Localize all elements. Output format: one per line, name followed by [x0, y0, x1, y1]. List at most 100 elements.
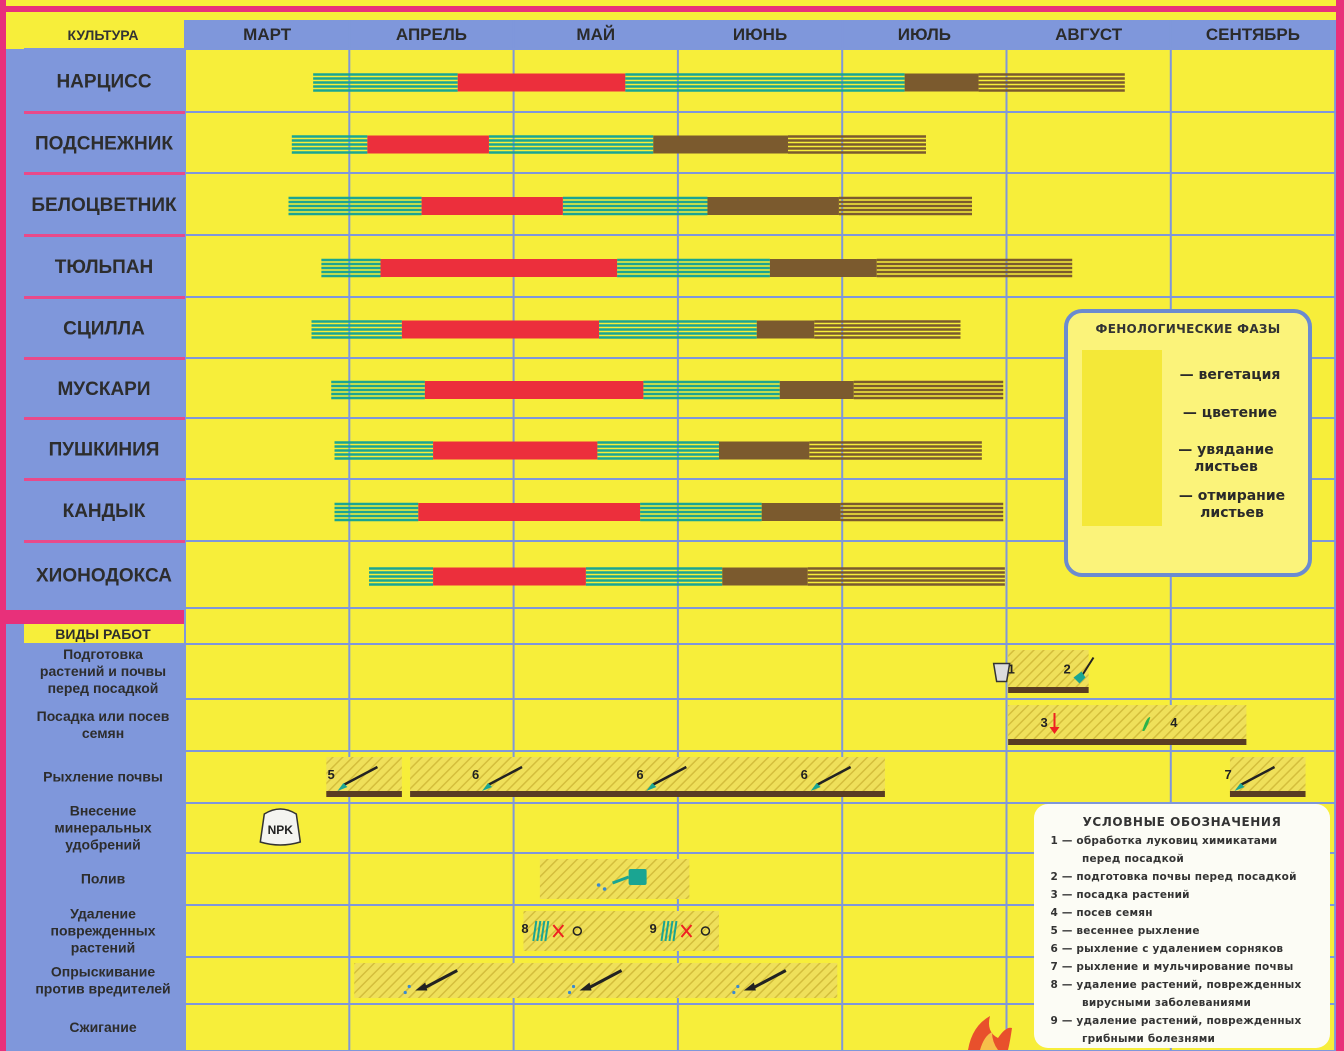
label-gap-3 — [24, 296, 185, 299]
phase-wilting-8-3 — [722, 567, 808, 586]
marker-number: 6 — [636, 767, 643, 782]
marker-number: 7 — [1225, 767, 1232, 782]
wilting-bar — [653, 135, 788, 154]
flowering-bar — [380, 259, 618, 277]
hoe-icon-6: 6 — [636, 765, 687, 791]
scissors-ring — [700, 926, 711, 936]
water-drop — [596, 883, 601, 887]
legend-swatch-background — [1082, 350, 1162, 526]
flowering-bar — [421, 197, 563, 215]
phase-flowering-1-1 — [367, 135, 489, 154]
legend-label-flowering: — цветение — [1182, 405, 1278, 421]
key-item-number: 2 — [1050, 871, 1058, 883]
arrow-head — [1049, 727, 1060, 734]
seedling-leaf — [1142, 717, 1151, 731]
phase-dying-7-4 — [840, 502, 1004, 522]
work-label-7: Сжигание — [69, 1019, 136, 1035]
key-item-continuation: вирусными заболеваниями — [1082, 997, 1252, 1009]
hoe-handle — [1239, 765, 1276, 787]
phase-dying-6-4 — [809, 441, 982, 460]
plant-stem — [532, 920, 538, 942]
work-label-line: удобрений — [65, 837, 141, 853]
flowering-bar — [433, 441, 598, 460]
hoe-blade — [337, 783, 348, 791]
symbols-key — [1034, 804, 1330, 1048]
phase-wilting-0-3 — [904, 73, 979, 92]
key-item-number: 6 — [1050, 943, 1058, 955]
plant-stem — [660, 920, 666, 942]
wilting-bar — [756, 320, 815, 339]
top-pink-edge — [6, 6, 1336, 12]
work-label-line: Сжигание — [69, 1019, 136, 1035]
phase-vegetation-2-0 — [288, 196, 422, 216]
key-item-number: 4 — [1050, 907, 1058, 919]
phase-row-7 — [334, 502, 1004, 522]
month-label-1: АПРЕЛЬ — [396, 25, 467, 44]
hoe-icon-4: 5 — [327, 765, 379, 791]
phase-row-8 — [369, 567, 1005, 586]
phase-dying-4-4 — [814, 320, 961, 339]
phase-vegetation-4-2 — [599, 320, 757, 339]
key-item-text: — удаление растений, поврежденных — [1058, 979, 1302, 991]
work-label-line: Внесение — [70, 803, 137, 819]
key-item-number: 5 — [1050, 925, 1058, 937]
work-band-4 — [1229, 757, 1306, 797]
work-label-line: Рыхление почвы — [43, 769, 163, 785]
legend-title: ФЕНОЛОГИЧЕСКИЕ ФАЗЫ — [1095, 322, 1281, 336]
legend-label-dying: — отмирание листьев — [1178, 488, 1286, 521]
phase-wilting-1-3 — [653, 135, 788, 154]
key-item-text: — рыхление с удалением сорняков — [1058, 943, 1284, 955]
plant-stem — [668, 920, 674, 942]
crop-label-0: НАРЦИСС — [56, 72, 151, 93]
month-label-2: МАЙ — [576, 25, 615, 44]
hoe-icon-5: 6 — [472, 765, 523, 791]
label-gap-0 — [24, 111, 185, 114]
wilting-bar — [722, 567, 808, 586]
spray-drop — [571, 984, 576, 989]
crop-label-5: МУСКАРИ — [57, 379, 150, 400]
phase-vegetation-0-0 — [313, 73, 458, 92]
works-title-cell — [24, 624, 185, 644]
planting-arrow-icon-2: 3 — [1041, 713, 1060, 734]
phase-flowering-5-1 — [424, 381, 644, 399]
hoe-handle — [816, 765, 852, 787]
work-label-line: минеральных — [54, 820, 151, 836]
month-label-5: АВГУСТ — [1055, 25, 1123, 44]
key-item-text: — удаление растений, поврежденных — [1058, 1015, 1302, 1027]
plant-stem — [540, 920, 546, 942]
sprayer-nozzle — [579, 982, 592, 991]
key-item-2: 2 — подготовка почвы перед посадкой — [1044, 868, 1324, 886]
work-band-1 — [1008, 705, 1247, 745]
spray-drop — [407, 984, 411, 989]
soil-strip-3 — [410, 791, 885, 797]
hoe-blade — [646, 783, 657, 791]
wilting-bar — [761, 503, 841, 521]
label-gap-2 — [24, 234, 185, 237]
soil-strip-4 — [1229, 791, 1306, 797]
phase-wilting-3-3 — [769, 259, 877, 277]
month-label-6: СЕНТЯБРЬ — [1206, 25, 1300, 44]
plant-stem — [672, 920, 678, 942]
sprayer-handle — [586, 969, 623, 990]
key-item-text: — посадка растений — [1058, 889, 1190, 901]
hoe-blade — [1234, 783, 1245, 791]
phase-vegetation-4-0 — [311, 320, 402, 339]
marker-number: 3 — [1041, 715, 1048, 730]
work-label-line: Опрыскивание — [51, 964, 156, 980]
key-item-9: 9 — удаление растений, поврежденных грибн… — [1044, 1012, 1324, 1048]
key-item-text: — подготовка почвы перед посадкой — [1058, 871, 1297, 883]
key-item-number: 9 — [1050, 1015, 1058, 1027]
spray-drop — [732, 990, 736, 995]
marker-number: 8 — [521, 921, 528, 936]
spray-drop — [567, 990, 572, 995]
fertilizer-bag-icon: NPK — [259, 808, 302, 846]
sprayer-handle — [751, 969, 787, 990]
key-item-8: 8 — удаление растений, поврежденных вирус… — [1044, 976, 1324, 1012]
work-band-5 — [539, 859, 690, 899]
key-item-1: 1 — обработка луковиц химикатами перед по… — [1044, 832, 1324, 868]
scissors-ring — [572, 926, 583, 936]
flowering-bar — [457, 73, 626, 92]
key-title: УСЛОВНЫЕ ОБОЗНАЧЕНИЯ — [1082, 815, 1282, 829]
